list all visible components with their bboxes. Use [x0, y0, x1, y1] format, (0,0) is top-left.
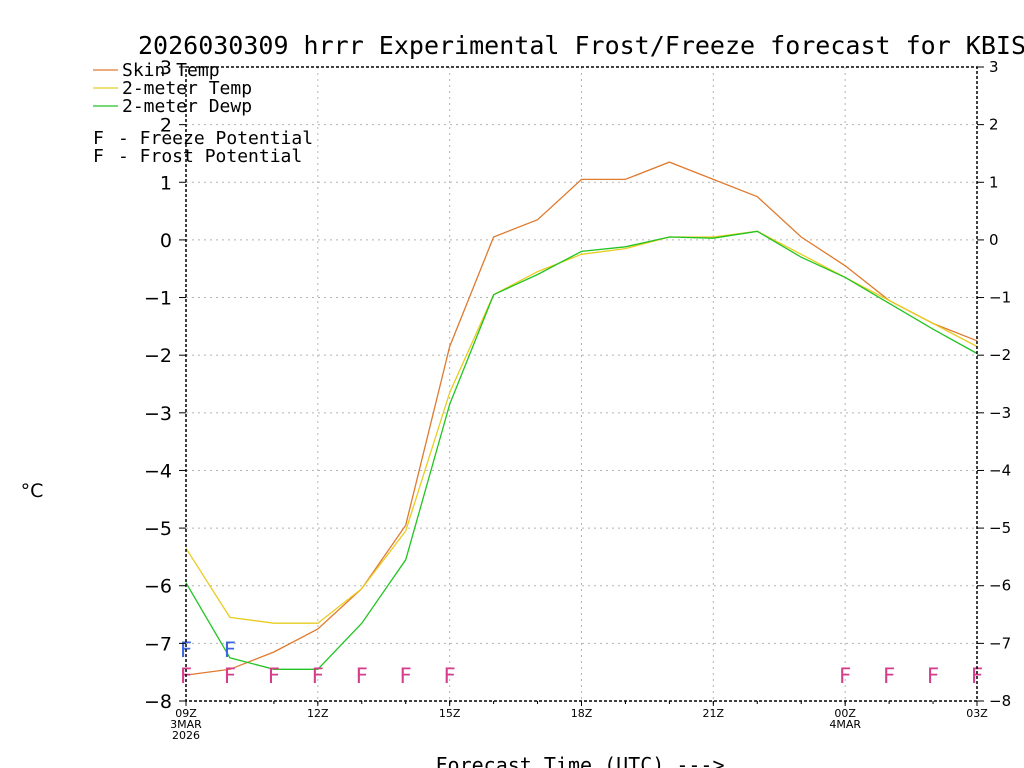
x-tick-label: 21Z — [703, 707, 725, 720]
y-tick-label-right: −5 — [989, 519, 1011, 537]
x-tick-label: 2026 — [172, 729, 200, 742]
freeze-potential-marker: F — [312, 664, 324, 688]
freeze-potential-marker: F — [927, 664, 939, 688]
series-line-2-meter-dewp — [185, 230, 978, 670]
freeze-potential-marker: F — [224, 664, 236, 688]
x-tick-label: 03Z — [966, 707, 988, 720]
chart-title: 2026030309 hrrr Experimental Frost/Freez… — [138, 31, 1024, 60]
y-axis-label: °C — [21, 480, 44, 502]
x-tick-label: 12Z — [307, 707, 329, 720]
y-tick-label-right: −4 — [989, 461, 1011, 479]
y-tick-label-left: −6 — [144, 576, 172, 598]
x-tick-label: 00Z — [834, 707, 856, 720]
y-tick-label-right: 3 — [989, 58, 999, 76]
freeze-potential-marker: F — [444, 664, 456, 688]
y-tick-label-right: 1 — [989, 173, 999, 191]
y-tick-label-right: −2 — [989, 346, 1011, 364]
x-tick-label: 3MAR — [170, 718, 202, 731]
freeze-potential-marker: F — [883, 664, 895, 688]
x-tick-label: 09Z — [175, 707, 197, 720]
y-tick-label-left: 3 — [160, 57, 172, 79]
x-tick-label: 15Z — [439, 707, 461, 720]
frost-potential-marker: F — [224, 638, 236, 662]
legend-entry: Skin Temp — [122, 60, 220, 81]
y-tick-label-left: 2 — [160, 115, 172, 137]
y-tick-label-left: −3 — [144, 403, 172, 425]
y-tick-label-left: 0 — [160, 230, 172, 252]
y-tick-label-left: −1 — [144, 288, 172, 310]
y-tick-label-left: −5 — [144, 518, 172, 540]
legend-entry: 2-meter Dewp — [122, 96, 252, 117]
freeze-potential-marker: F — [268, 664, 280, 688]
y-tick-label-right: −8 — [989, 692, 1011, 710]
x-tick-label: 18Z — [571, 707, 593, 720]
y-tick-label-right: −1 — [989, 289, 1011, 307]
legend-note-label: - Frost Potential — [118, 146, 302, 167]
y-tick-label-left: 1 — [160, 172, 172, 194]
y-tick-label-right: 2 — [989, 116, 999, 134]
y-tick-label-right: 0 — [989, 231, 999, 249]
legend-note-letter: F — [93, 128, 104, 149]
y-tick-label-right: −6 — [989, 577, 1011, 595]
y-tick-label-left: −2 — [144, 345, 172, 367]
series-line-skin-temp — [185, 161, 978, 676]
legend-note-letter: F — [93, 146, 104, 167]
y-tick-label-left: −4 — [144, 460, 172, 482]
legend-entry: 2-meter Temp — [122, 78, 252, 99]
grid-lines — [186, 67, 977, 701]
legend-note-label: - Freeze Potential — [118, 128, 313, 149]
freeze-potential-marker: F — [356, 664, 368, 688]
plot-frame — [185, 66, 978, 702]
frost-freeze-markers: F FF F F F F F F F F F F — [180, 638, 983, 688]
axis-ticks: −8 −8 −7 −7 −6 −6 −5 −5 −4 −4 −3 −3 −2 −2 −1 −1 0 0 1 1 2 2 3 3… — [144, 57, 1011, 742]
x-axis-label: Forecast Time (UTC) ---> — [436, 753, 725, 768]
y-tick-label-right: −3 — [989, 404, 1011, 422]
y-tick-label-right: −7 — [989, 634, 1011, 652]
freeze-potential-marker: F — [400, 664, 412, 688]
y-tick-label-left: −8 — [144, 691, 172, 713]
x-tick-label: 4MAR — [829, 718, 861, 731]
freeze-potential-marker: F — [839, 664, 851, 688]
y-tick-label-left: −7 — [144, 633, 172, 655]
series-lines — [185, 161, 978, 676]
